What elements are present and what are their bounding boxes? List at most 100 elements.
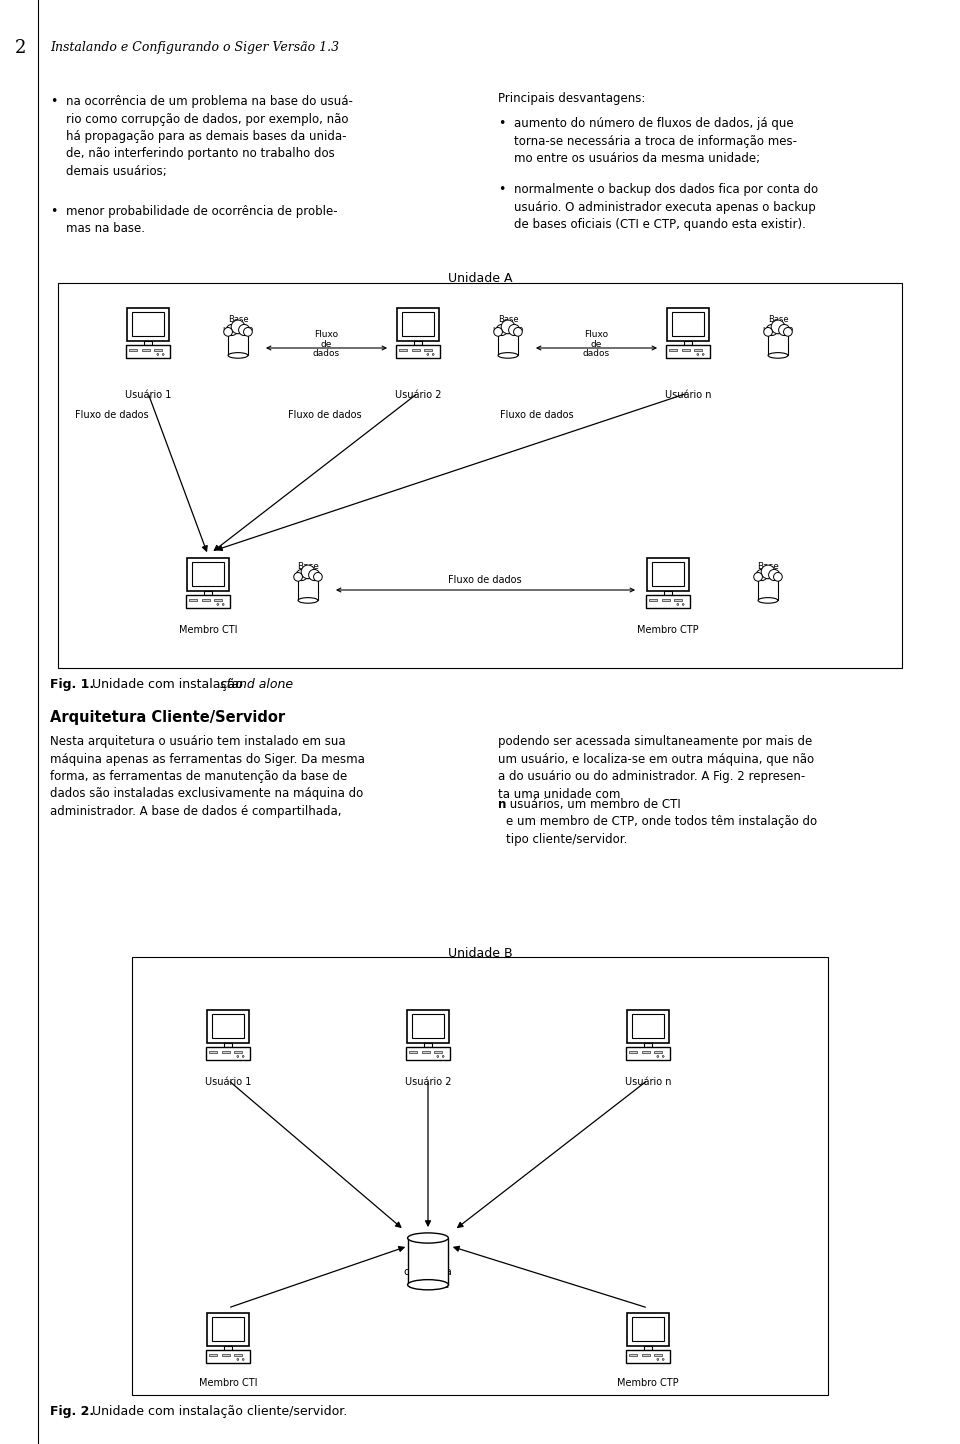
Bar bbox=[130, 349, 137, 351]
Circle shape bbox=[231, 321, 245, 334]
Circle shape bbox=[683, 604, 684, 605]
Bar bbox=[682, 349, 690, 351]
Ellipse shape bbox=[408, 1233, 448, 1243]
Bar bbox=[667, 308, 708, 341]
Ellipse shape bbox=[498, 352, 518, 358]
Circle shape bbox=[657, 1056, 659, 1057]
Text: Usuário 1: Usuário 1 bbox=[125, 390, 171, 400]
Text: Membro CTI: Membro CTI bbox=[179, 625, 237, 635]
Text: 2: 2 bbox=[14, 39, 26, 56]
Bar bbox=[415, 341, 421, 345]
Bar bbox=[644, 1346, 652, 1350]
Bar bbox=[225, 1043, 231, 1047]
Bar bbox=[212, 1014, 244, 1038]
Bar bbox=[189, 599, 198, 601]
Text: Fluxo
de
dados: Fluxo de dados bbox=[312, 331, 340, 358]
Circle shape bbox=[496, 325, 508, 335]
Circle shape bbox=[662, 1359, 664, 1360]
Bar bbox=[674, 599, 683, 601]
Circle shape bbox=[443, 1056, 444, 1057]
Circle shape bbox=[244, 328, 252, 336]
Circle shape bbox=[237, 1056, 239, 1057]
Ellipse shape bbox=[228, 352, 248, 358]
Circle shape bbox=[657, 1359, 659, 1360]
Circle shape bbox=[771, 321, 785, 334]
Text: Base de
dados da
unidade: Base de dados da unidade bbox=[404, 1255, 452, 1289]
Circle shape bbox=[754, 572, 762, 580]
Circle shape bbox=[769, 569, 780, 580]
Circle shape bbox=[314, 572, 323, 580]
Bar bbox=[228, 334, 248, 355]
Text: Fluxo de dados: Fluxo de dados bbox=[75, 410, 149, 420]
Bar bbox=[626, 1350, 670, 1363]
Text: Usuário 2: Usuário 2 bbox=[405, 1077, 451, 1087]
Bar bbox=[409, 1051, 418, 1053]
Bar bbox=[653, 562, 684, 586]
Bar bbox=[684, 341, 691, 345]
Bar bbox=[758, 578, 778, 601]
Text: Fluxo de dados: Fluxo de dados bbox=[448, 575, 522, 585]
Bar bbox=[127, 308, 169, 341]
Text: Base
usuário
1: Base usuário 1 bbox=[223, 315, 253, 345]
Text: •: • bbox=[50, 205, 58, 218]
Bar bbox=[407, 1009, 449, 1043]
Bar bbox=[204, 591, 211, 595]
Text: •: • bbox=[498, 117, 505, 130]
Bar bbox=[205, 1047, 251, 1060]
Bar bbox=[207, 1313, 249, 1346]
Circle shape bbox=[437, 1056, 439, 1057]
Text: aumento do número de fluxos de dados, já que
torna-se necessária a troca de info: aumento do número de fluxos de dados, já… bbox=[514, 117, 797, 165]
Circle shape bbox=[493, 328, 502, 336]
Text: .: . bbox=[282, 679, 286, 692]
Text: n: n bbox=[498, 799, 506, 812]
Circle shape bbox=[294, 572, 302, 580]
Bar bbox=[633, 1317, 663, 1341]
Bar bbox=[665, 345, 710, 358]
Bar bbox=[647, 557, 689, 591]
Circle shape bbox=[774, 572, 782, 580]
Text: usuários, um membro de CTI
e um membro de CTP, onde todos têm instalação do
tipo: usuários, um membro de CTI e um membro d… bbox=[506, 799, 817, 846]
Bar bbox=[209, 1051, 217, 1053]
Bar bbox=[629, 1354, 637, 1356]
Text: Fluxo
de
dados: Fluxo de dados bbox=[583, 331, 610, 358]
Bar bbox=[144, 341, 152, 345]
Ellipse shape bbox=[298, 598, 318, 604]
Text: Usuário 2: Usuário 2 bbox=[395, 390, 442, 400]
Bar bbox=[669, 349, 678, 351]
Bar bbox=[402, 312, 434, 336]
Text: Base
CTP: Base CTP bbox=[757, 562, 779, 582]
Circle shape bbox=[242, 1056, 244, 1057]
Bar bbox=[768, 334, 788, 355]
Bar bbox=[222, 1051, 229, 1053]
Bar bbox=[396, 345, 441, 358]
Bar bbox=[209, 1354, 217, 1356]
Text: Fig. 2.: Fig. 2. bbox=[50, 1405, 94, 1418]
Bar bbox=[646, 595, 690, 608]
Bar bbox=[421, 1051, 430, 1053]
Text: na ocorrência de um problema na base do usuá-
rio como corrupção de dados, por e: na ocorrência de um problema na base do … bbox=[66, 95, 353, 178]
Circle shape bbox=[697, 354, 699, 355]
Bar bbox=[214, 599, 223, 601]
Bar bbox=[207, 1009, 249, 1043]
Circle shape bbox=[432, 354, 434, 355]
Text: Membro CTP: Membro CTP bbox=[637, 625, 699, 635]
Circle shape bbox=[514, 328, 522, 336]
Circle shape bbox=[301, 565, 315, 579]
Text: normalmente o backup dos dados fica por conta do
usuário. O administrador execut: normalmente o backup dos dados fica por … bbox=[514, 183, 818, 231]
Bar bbox=[222, 1354, 229, 1356]
Text: Usuário 1: Usuário 1 bbox=[204, 1077, 252, 1087]
Text: Usuário n: Usuário n bbox=[664, 390, 711, 400]
Text: Base
CTI: Base CTI bbox=[297, 562, 319, 582]
Bar bbox=[641, 1051, 650, 1053]
Circle shape bbox=[703, 354, 704, 355]
Bar bbox=[434, 1051, 443, 1053]
Bar bbox=[413, 1014, 444, 1038]
Circle shape bbox=[308, 569, 320, 580]
Bar bbox=[672, 312, 704, 336]
Circle shape bbox=[509, 325, 519, 335]
Text: Base
usuário
n: Base usuário n bbox=[762, 315, 794, 345]
Circle shape bbox=[779, 325, 790, 335]
Text: Instalando e Configurando o Siger Versão 1.3: Instalando e Configurando o Siger Versão… bbox=[50, 42, 339, 55]
Circle shape bbox=[156, 354, 158, 355]
Bar bbox=[664, 591, 672, 595]
